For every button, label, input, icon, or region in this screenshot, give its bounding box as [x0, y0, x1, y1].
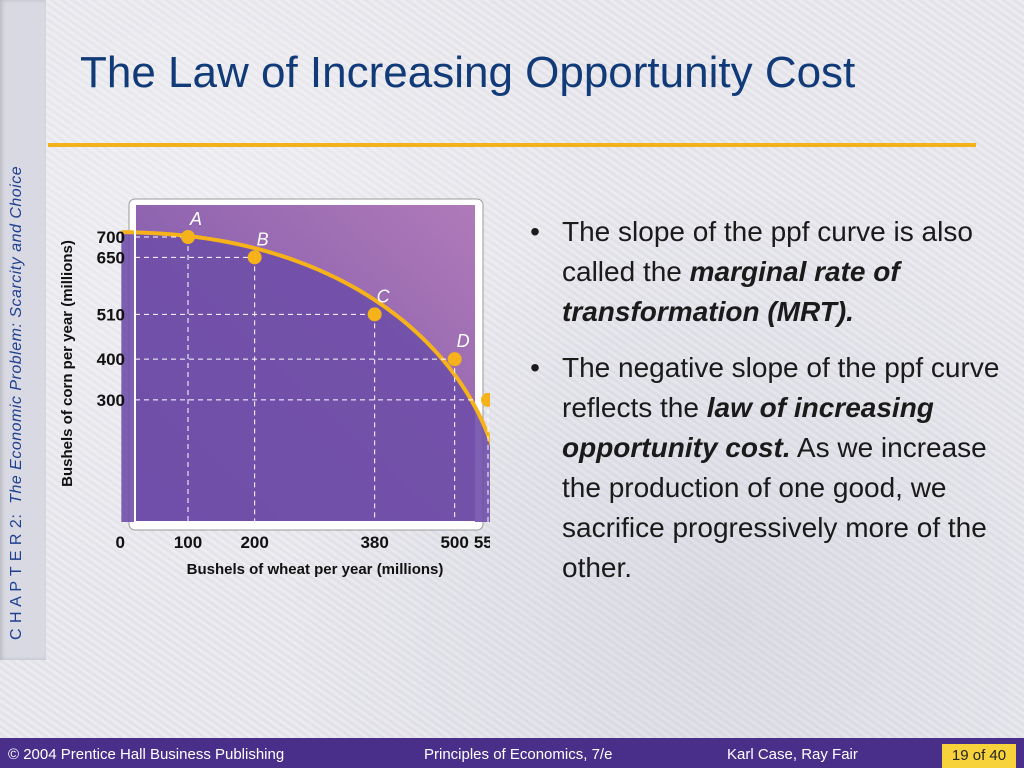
y-tick-label: 510	[97, 305, 125, 324]
chapter-number: C H A P T E R 2:	[8, 513, 25, 640]
bullet-list: • The slope of the ppf curve is also cal…	[520, 212, 1000, 604]
title-underline	[48, 143, 976, 147]
page-counter: 19 of 40	[942, 744, 1016, 768]
x-tick-label: 550	[474, 533, 490, 552]
y-axis-label: Bushels of corn per year (millions)	[60, 240, 76, 487]
bullet-emphasis: marginal rate of transformation (MRT).	[562, 256, 900, 327]
bullet-item: • The negative slope of the ppf curve re…	[520, 348, 1000, 588]
bullet-item: • The slope of the ppf curve is also cal…	[520, 212, 1000, 332]
point-label: C	[377, 286, 391, 306]
footer-authors: Karl Case, Ray Fair	[727, 746, 858, 763]
chapter-caption: C H A P T E R 2: The Economic Problem: S…	[8, 166, 26, 640]
ppf-chart-svg: ABCDE7006505104003001002003805005500Bush…	[59, 198, 507, 578]
footer-book: Principles of Economics, 7/e	[424, 746, 613, 763]
x-axis-label: Bushels of wheat per year (millions)	[187, 561, 444, 578]
bullet-text: The negative slope of the ppf curve refl…	[562, 352, 1000, 423]
bullet-marker: •	[530, 216, 540, 247]
ppf-chart: ABCDE7006505104003001002003805005500Bush…	[59, 190, 507, 585]
x-tick-label: 200	[240, 533, 268, 552]
y-tick-label: 400	[97, 350, 125, 369]
slide-title: The Law of Increasing Opportunity Cost	[80, 48, 856, 97]
footer-publisher: © 2004 Prentice Hall Business Publishing	[8, 746, 285, 763]
bullet-text: As we increase the production of one goo…	[562, 432, 987, 583]
data-point	[247, 250, 262, 265]
x-tick-label: 500	[440, 533, 468, 552]
point-label: A	[189, 209, 202, 229]
data-point	[181, 230, 195, 244]
point-label: B	[257, 229, 269, 249]
ppf-region	[121, 232, 505, 522]
chapter-sidebar: C H A P T E R 2: The Economic Problem: S…	[0, 0, 46, 660]
point-label: D	[457, 331, 470, 351]
bullet-emphasis: law of increasing opportunity cost.	[562, 392, 934, 463]
origin-label: 0	[116, 533, 125, 552]
y-tick-label: 300	[97, 391, 125, 410]
data-point	[447, 352, 462, 367]
chapter-title: The Economic Problem: Scarcity and Choic…	[8, 165, 25, 504]
data-point	[367, 307, 382, 322]
bullet-marker: •	[530, 352, 540, 383]
x-tick-label: 380	[360, 533, 388, 552]
slide-footer: © 2004 Prentice Hall Business Publishing…	[0, 738, 1024, 768]
y-tick-label: 700	[97, 228, 125, 247]
y-tick-label: 650	[97, 248, 125, 267]
bullet-text: The slope of the ppf curve is also calle…	[562, 216, 973, 287]
x-tick-label: 100	[174, 533, 202, 552]
